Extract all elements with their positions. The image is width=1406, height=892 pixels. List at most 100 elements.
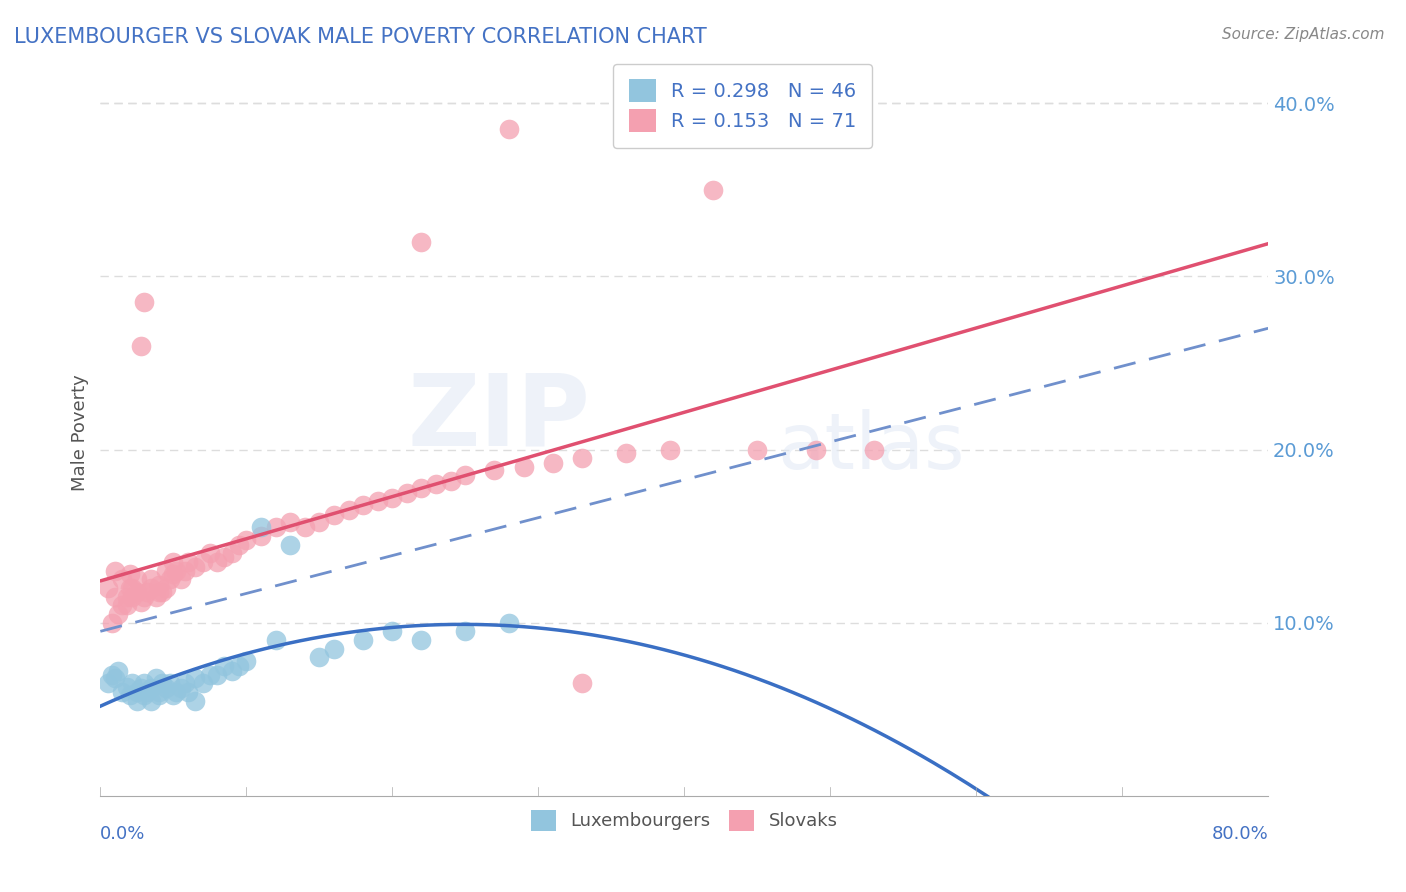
Point: [221, 664, 243, 678]
Point: [148, 577, 170, 591]
Point: [702, 183, 724, 197]
Point: [162, 689, 184, 703]
Point: [177, 685, 200, 699]
Point: [411, 481, 433, 495]
Point: [155, 564, 177, 578]
Point: [228, 659, 250, 673]
Point: [141, 681, 163, 696]
Point: [174, 676, 197, 690]
Point: [97, 676, 120, 690]
Point: [136, 685, 159, 699]
Point: [145, 671, 167, 685]
Point: [440, 474, 463, 488]
Point: [804, 442, 827, 457]
Point: [747, 442, 769, 457]
Point: [425, 477, 447, 491]
Point: [111, 685, 134, 699]
Point: [184, 693, 207, 707]
Point: [367, 494, 389, 508]
Point: [121, 590, 143, 604]
Point: [107, 607, 129, 621]
Point: [121, 581, 143, 595]
Point: [498, 122, 520, 136]
Point: [484, 463, 506, 477]
Point: [498, 615, 520, 630]
Point: [104, 590, 127, 604]
Point: [308, 515, 330, 529]
Point: [614, 446, 637, 460]
Point: [129, 595, 152, 609]
Point: [134, 676, 156, 690]
Point: [136, 584, 159, 599]
Point: [115, 590, 138, 604]
Point: [205, 555, 228, 569]
Point: [155, 581, 177, 595]
Point: [97, 581, 120, 595]
Point: [198, 546, 221, 560]
Point: [235, 654, 257, 668]
Point: [118, 689, 141, 703]
Point: [125, 584, 148, 599]
Text: 0.0%: 0.0%: [100, 825, 146, 843]
Point: [118, 581, 141, 595]
Point: [454, 624, 477, 639]
Legend: Luxembourgers, Slovaks: Luxembourgers, Slovaks: [523, 803, 845, 838]
Point: [191, 676, 214, 690]
Point: [141, 581, 163, 595]
Point: [169, 681, 191, 696]
Point: [150, 584, 173, 599]
Point: [308, 650, 330, 665]
Text: LUXEMBOURGER VS SLOVAK MALE POVERTY CORRELATION CHART: LUXEMBOURGER VS SLOVAK MALE POVERTY CORR…: [14, 27, 707, 46]
Point: [322, 641, 344, 656]
Point: [125, 573, 148, 587]
Point: [322, 508, 344, 523]
Point: [264, 632, 287, 647]
Point: [198, 667, 221, 681]
Point: [381, 624, 404, 639]
Point: [250, 520, 273, 534]
Point: [165, 564, 187, 578]
Point: [191, 555, 214, 569]
Text: ZIP: ZIP: [408, 369, 591, 467]
Point: [214, 549, 236, 564]
Point: [159, 573, 181, 587]
Point: [118, 567, 141, 582]
Text: 80.0%: 80.0%: [1212, 825, 1268, 843]
Point: [264, 520, 287, 534]
Point: [411, 632, 433, 647]
Point: [235, 533, 257, 547]
Point: [250, 529, 273, 543]
Point: [352, 498, 374, 512]
Point: [141, 693, 163, 707]
Point: [169, 573, 191, 587]
Point: [111, 599, 134, 613]
Point: [104, 564, 127, 578]
Point: [111, 573, 134, 587]
Point: [134, 295, 156, 310]
Point: [174, 564, 197, 578]
Point: [162, 555, 184, 569]
Point: [115, 599, 138, 613]
Point: [107, 664, 129, 678]
Point: [571, 676, 593, 690]
Point: [145, 590, 167, 604]
Point: [148, 689, 170, 703]
Point: [278, 538, 301, 552]
Point: [205, 667, 228, 681]
Point: [141, 573, 163, 587]
Point: [395, 485, 418, 500]
Point: [381, 491, 404, 505]
Point: [121, 676, 143, 690]
Point: [228, 538, 250, 552]
Point: [541, 456, 564, 470]
Point: [352, 632, 374, 647]
Point: [150, 676, 173, 690]
Point: [148, 584, 170, 599]
Point: [115, 680, 138, 694]
Point: [184, 671, 207, 685]
Point: [162, 567, 184, 582]
Point: [134, 689, 156, 703]
Point: [101, 615, 124, 630]
Y-axis label: Male Poverty: Male Poverty: [72, 374, 89, 491]
Point: [101, 667, 124, 681]
